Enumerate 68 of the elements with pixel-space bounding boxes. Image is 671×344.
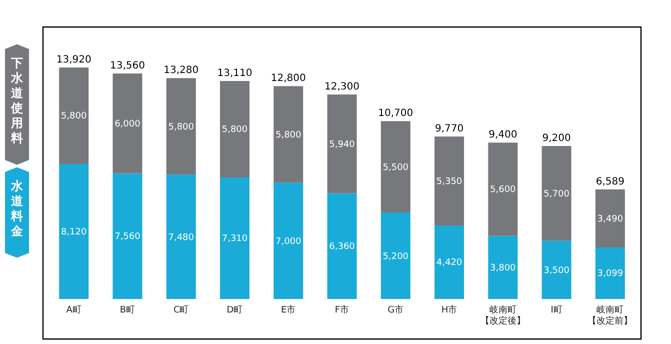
bar: [59, 164, 89, 299]
data-label: 7,310: [222, 234, 248, 244]
data-label: 3,500: [544, 266, 570, 276]
bar: [220, 177, 250, 299]
data-label: 5,800: [222, 125, 248, 136]
legend-label: 水道料金: [10, 179, 24, 238]
x-tick-label: B町: [120, 306, 136, 316]
total-label: 9,400: [488, 130, 518, 141]
total-label: 6,589: [596, 176, 624, 188]
x-tick-label: D町: [226, 306, 243, 316]
x-tick-label: I町: [550, 306, 562, 316]
bar: [59, 68, 89, 164]
bar: [274, 86, 304, 183]
x-tick-label: E市: [281, 304, 296, 316]
data-label: 3,800: [490, 263, 516, 274]
data-label: 5,800: [168, 122, 194, 132]
total-label: 9,770: [434, 124, 464, 135]
x-tick-label: C町: [173, 306, 189, 316]
bar: [274, 182, 304, 299]
bar: [488, 142, 518, 236]
data-label: 7,000: [275, 236, 302, 247]
total-label: 12,800: [270, 73, 306, 84]
x-tick-label: A町: [66, 306, 82, 316]
x-tick-label: 岐南町【改定後】: [480, 304, 526, 326]
data-label: 6,000: [114, 119, 141, 130]
data-label: 5,940: [329, 140, 356, 150]
bar: [542, 240, 572, 299]
data-label: 6,360: [329, 242, 356, 252]
total-label: 10,700: [378, 108, 414, 120]
legend-label: 下水道使用料: [10, 56, 24, 145]
bar: [220, 80, 250, 178]
data-label: 7,560: [114, 232, 141, 242]
x-tick-label: G市: [388, 304, 404, 316]
bar: [488, 236, 518, 299]
data-label: 5,350: [436, 177, 462, 188]
bar: [327, 193, 357, 299]
data-label: 5,800: [275, 130, 302, 140]
bar: [595, 247, 625, 299]
bar: [380, 121, 410, 213]
data-label: 5,600: [490, 185, 516, 196]
data-label: 4,420: [436, 258, 462, 268]
bar: [434, 226, 464, 299]
total-label: 13,920: [56, 54, 92, 66]
bar: [112, 173, 142, 299]
data-label: 5,200: [382, 252, 409, 262]
bar: [166, 174, 196, 299]
data-label: 7,480: [168, 232, 194, 243]
total-label: 9,200: [542, 133, 571, 144]
data-label: 8,120: [60, 227, 87, 238]
total-label: 13,110: [217, 68, 252, 79]
data-label: 5,800: [60, 112, 87, 122]
data-label: 5,500: [382, 162, 409, 173]
data-label: 3,490: [597, 214, 624, 224]
x-tick-label: H市: [441, 304, 458, 316]
bar: [542, 146, 572, 241]
bar: [327, 94, 357, 194]
bar: [595, 189, 625, 248]
bar: [112, 74, 142, 174]
bar: [380, 212, 410, 299]
data-label: 5,700: [544, 189, 570, 200]
x-tick-label: 岐南町【改定前】: [588, 304, 633, 326]
data-label: 3,099: [597, 269, 624, 280]
x-tick-label: F市: [334, 304, 350, 316]
total-label: 12,300: [324, 81, 360, 92]
bar: [166, 78, 196, 175]
total-label: 13,280: [164, 65, 199, 76]
bar: [434, 136, 464, 226]
total-label: 13,560: [110, 60, 145, 72]
